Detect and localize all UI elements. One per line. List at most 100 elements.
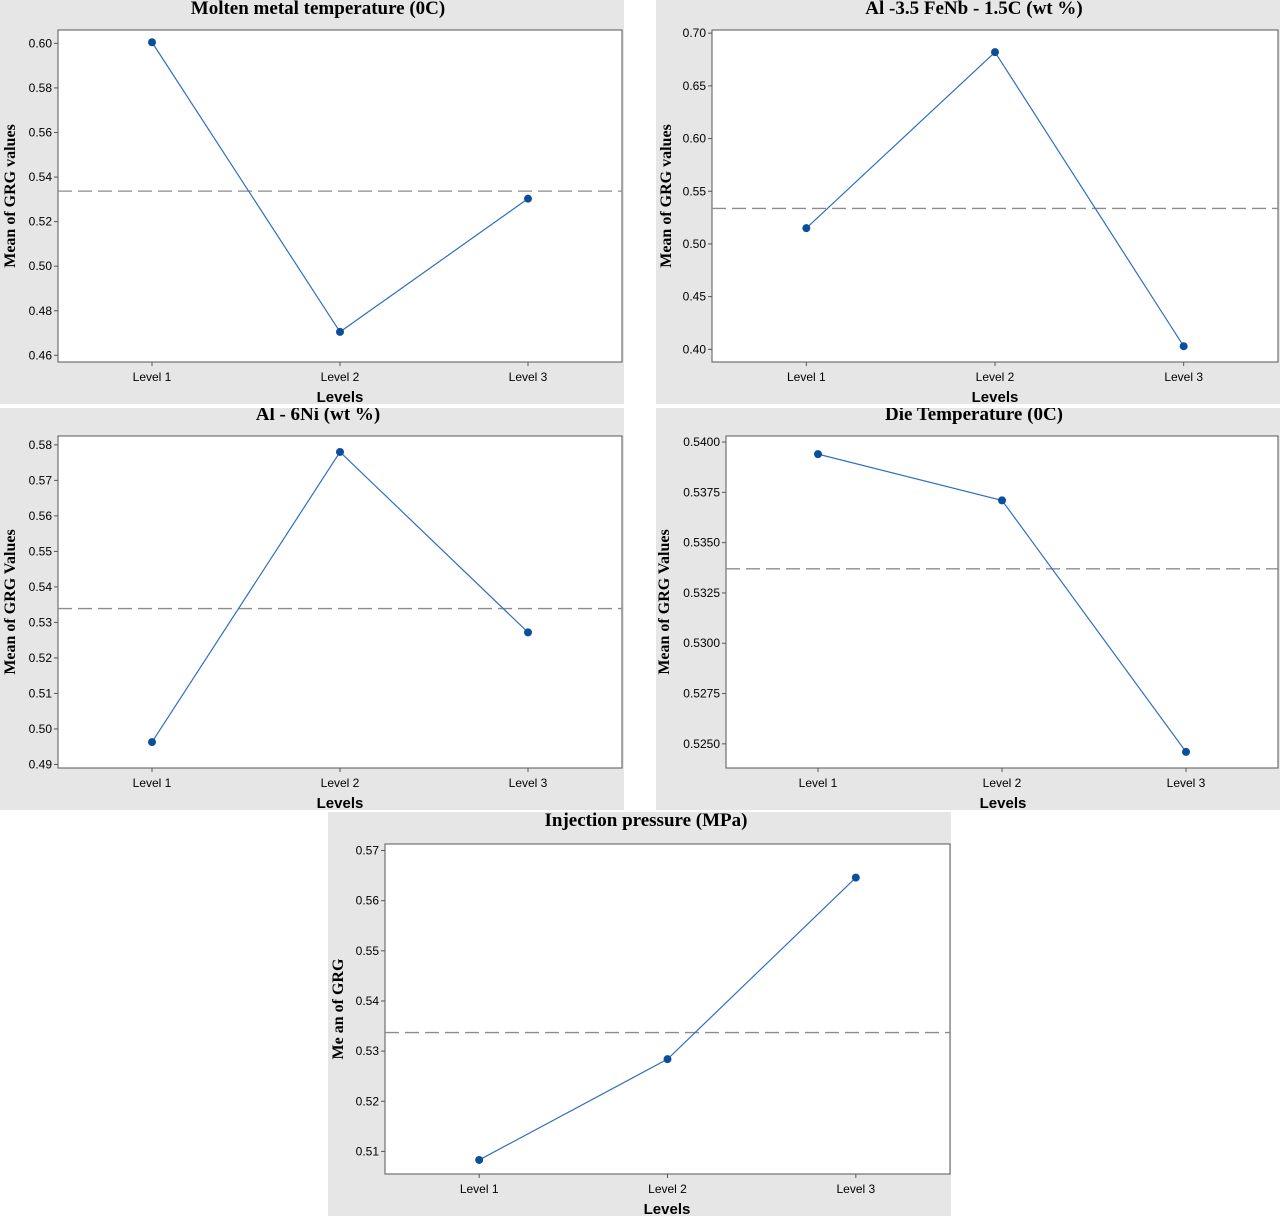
y-tick-label: 0.60 [683,132,707,146]
y-tick-label: 0.5300 [683,636,720,650]
data-point [336,327,344,336]
data-point [991,48,999,57]
data-point [998,496,1006,505]
y-tick-label: 0.50 [29,722,53,736]
y-tick-label: 0.56 [29,125,53,139]
x-tick-label: Level 1 [460,1182,499,1196]
x-axis-label: Levels [317,795,364,810]
chart-panel-die-temperature: Die Temperature (0C) Mean of GRG Values … [656,408,1280,810]
chart-svg: Die Temperature (0C) Mean of GRG Values … [656,408,1279,810]
plot-area: 0.40 0.45 0.50 0.55 0.60 0.65 0.70 Level 1 Level… [683,26,1279,384]
data-point [1179,342,1188,351]
y-tick-label: 0.57 [29,473,53,487]
y-tick-label: 0.5375 [683,485,720,499]
y-tick-label: 0.5275 [683,687,720,701]
y-tick-label: 0.5400 [683,435,720,449]
chart-panel-al-ni: Al - 6Ni (wt %) Mean of GRG Values Level… [0,408,624,810]
y-tick-label: 0.48 [29,304,53,318]
data-point [802,224,811,233]
plot-area: 0.49 0.50 0.51 0.52 0.53 0.54 0.55 0.56 0.57 0.58… [29,435,623,790]
chart-svg: Al - 6Ni (wt %) Mean of GRG Values Level… [2,408,623,810]
chart-svg: Injection pressure (MPa) Me an of GRG Le… [330,812,951,1216]
x-tick-label: Level 1 [133,776,172,790]
x-tick-label: Level 2 [321,776,360,790]
x-tick-label: Level 2 [321,370,360,384]
y-tick-label: 0.50 [29,259,53,273]
y-tick-label: 0.51 [356,1144,380,1158]
x-tick-label: Level 3 [509,370,548,384]
data-point [336,447,344,456]
chart-panel-al-fenb-c: Al -3.5 FeNb - 1.5C (wt %) Mean of GRG v… [656,0,1280,404]
x-tick-label: Level 1 [133,370,172,384]
y-tick-label: 0.56 [356,894,380,908]
plot-frame [57,29,623,363]
plot-area: 0.5250 0.5275 0.5300 0.5325 0.5350 0.5375 0.54… [683,435,1279,790]
chart-title: Molten metal temperature (0C) [191,0,445,19]
y-axis-label: Mean of GRG Values [656,529,673,674]
y-tick-label: 0.5325 [683,586,720,600]
chart-panel-molten-metal-temperature: Molten metal temperature (0C) Mean of GR… [0,0,624,404]
y-tick-label: 0.55 [29,544,53,558]
y-tick-label: 0.55 [356,944,380,958]
plot-frame [384,843,951,1175]
y-tick-label: 0.54 [29,170,53,184]
chart-svg: Al -3.5 FeNb - 1.5C (wt %) Mean of GRG v… [658,0,1279,404]
x-tick-label: Level 3 [1164,370,1203,384]
data-point [148,738,156,747]
x-tick-label: Level 2 [983,776,1022,790]
y-tick-label: 0.49 [29,757,53,771]
data-point [475,1155,484,1164]
x-tick-label: Level 2 [648,1182,687,1196]
y-tick-label: 0.52 [356,1094,380,1108]
data-point [663,1055,672,1064]
y-tick-label: 0.46 [29,348,53,362]
x-tick-label: Level 1 [787,370,826,384]
y-tick-label: 0.60 [29,36,53,50]
y-tick-label: 0.54 [29,580,53,594]
plot-frame [57,435,623,769]
y-tick-label: 0.55 [683,184,707,198]
plot-area: 0.46 0.48 0.50 0.52 0.54 0.56 0.58 0.60 Level 1 L… [29,29,623,384]
chart-title: Injection pressure (MPa) [545,812,748,831]
y-tick-label: 0.53 [29,615,53,629]
data-point [524,628,532,637]
x-axis-label: Levels [980,795,1027,810]
x-axis-label: Levels [317,389,364,404]
y-tick-label: 0.65 [683,79,707,93]
y-tick-label: 0.52 [29,215,53,229]
y-tick-label: 0.70 [683,26,707,40]
y-tick-label: 0.58 [29,438,53,452]
y-axis-label: Mean of GRG values [658,124,675,268]
plot-frame [711,29,1279,363]
data-point [148,38,156,47]
data-point [1182,747,1190,756]
chart-title: Al -3.5 FeNb - 1.5C (wt %) [865,0,1082,19]
y-tick-label: 0.51 [29,686,53,700]
y-tick-label: 0.5250 [683,737,720,751]
data-point [851,873,860,882]
y-tick-label: 0.45 [683,290,707,304]
x-tick-label: Level 2 [976,370,1015,384]
y-axis-label: Mean of GRG values [2,124,19,268]
y-tick-label: 0.50 [683,237,707,251]
y-axis-label: Me an of GRG [330,958,347,1059]
x-axis-label: Levels [972,389,1019,404]
y-tick-label: 0.5350 [683,536,720,550]
y-tick-label: 0.56 [29,509,53,523]
y-tick-label: 0.58 [29,81,53,95]
y-tick-label: 0.57 [356,844,380,858]
chart-title: Die Temperature (0C) [885,408,1063,425]
y-tick-label: 0.52 [29,651,53,665]
y-tick-label: 0.54 [356,994,380,1008]
x-tick-label: Level 3 [836,1182,875,1196]
data-point [524,194,532,203]
chart-svg: Molten metal temperature (0C) Mean of GR… [2,0,623,404]
plot-frame [725,435,1279,769]
x-axis-label: Levels [644,1201,691,1216]
x-tick-label: Level 1 [799,776,838,790]
data-point [814,450,822,459]
chart-title: Al - 6Ni (wt %) [256,408,381,425]
y-tick-label: 0.40 [683,342,707,356]
plot-area: 0.51 0.52 0.53 0.54 0.55 0.56 0.57 Level 1 Level… [356,843,951,1196]
x-tick-label: Level 3 [509,776,548,790]
